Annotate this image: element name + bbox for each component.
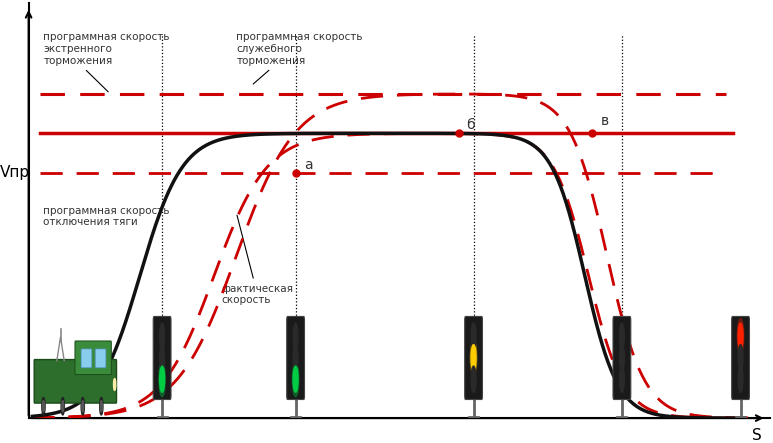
- Circle shape: [292, 361, 299, 397]
- Circle shape: [43, 401, 45, 412]
- Circle shape: [81, 397, 84, 415]
- FancyBboxPatch shape: [95, 349, 106, 368]
- Circle shape: [82, 401, 83, 412]
- Circle shape: [471, 323, 476, 349]
- Text: S: S: [752, 428, 761, 443]
- Circle shape: [293, 345, 298, 371]
- Circle shape: [471, 366, 476, 392]
- Circle shape: [619, 345, 625, 371]
- Circle shape: [158, 361, 165, 397]
- Circle shape: [62, 401, 64, 412]
- FancyBboxPatch shape: [613, 316, 631, 400]
- Circle shape: [160, 366, 165, 392]
- Text: программная скорость
отключения тяги: программная скорость отключения тяги: [43, 206, 170, 227]
- Circle shape: [100, 397, 103, 415]
- Circle shape: [100, 401, 102, 412]
- Circle shape: [738, 323, 743, 349]
- Text: программная скорость
служебного
торможения: программная скорость служебного торможен…: [237, 32, 363, 84]
- Circle shape: [619, 366, 625, 392]
- FancyBboxPatch shape: [81, 349, 92, 368]
- Circle shape: [114, 379, 116, 390]
- FancyBboxPatch shape: [287, 316, 305, 400]
- Text: фактическая
скорость: фактическая скорость: [221, 215, 294, 305]
- Circle shape: [160, 323, 165, 349]
- FancyBboxPatch shape: [153, 316, 171, 400]
- Circle shape: [738, 345, 743, 371]
- Circle shape: [471, 345, 476, 371]
- Circle shape: [619, 323, 625, 349]
- FancyBboxPatch shape: [75, 341, 111, 375]
- Circle shape: [160, 345, 165, 371]
- Circle shape: [61, 397, 64, 415]
- Circle shape: [738, 366, 743, 392]
- Text: б: б: [466, 118, 475, 132]
- Circle shape: [293, 323, 298, 349]
- Text: в: в: [601, 114, 609, 128]
- FancyBboxPatch shape: [732, 316, 750, 400]
- Circle shape: [293, 366, 298, 392]
- FancyBboxPatch shape: [34, 360, 117, 403]
- Circle shape: [737, 319, 744, 354]
- Text: программная скорость
экстренного
торможения: программная скорость экстренного торможе…: [43, 32, 170, 92]
- FancyBboxPatch shape: [465, 316, 482, 400]
- Circle shape: [470, 340, 477, 375]
- Text: Vпр: Vпр: [0, 165, 30, 180]
- Circle shape: [42, 397, 45, 415]
- Text: а: а: [305, 158, 313, 172]
